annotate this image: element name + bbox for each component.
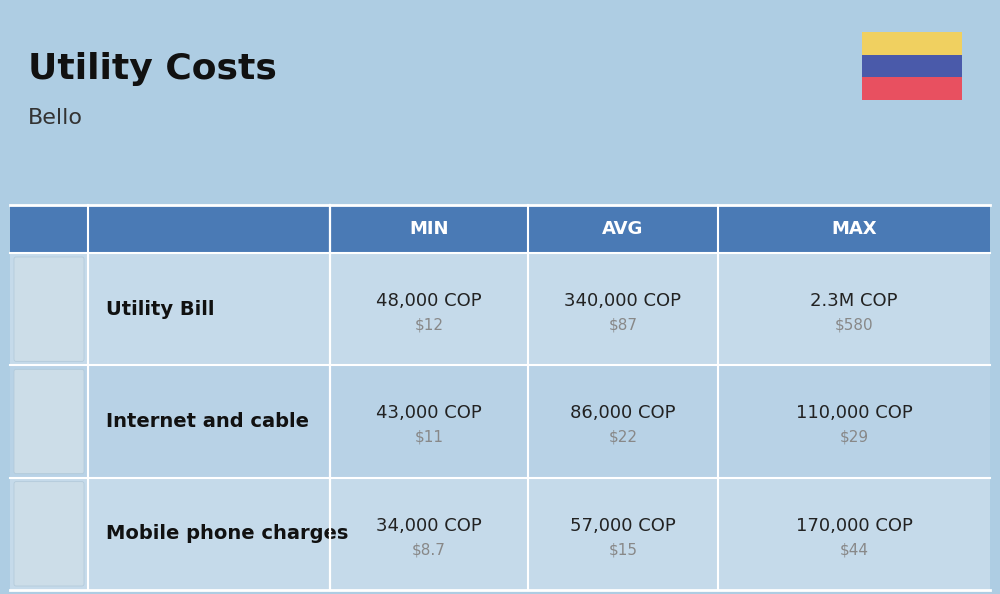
FancyBboxPatch shape	[862, 55, 962, 77]
Text: 57,000 COP: 57,000 COP	[570, 517, 676, 535]
FancyBboxPatch shape	[862, 32, 962, 55]
Text: Bello: Bello	[28, 108, 83, 128]
Text: Mobile phone charges: Mobile phone charges	[106, 525, 348, 544]
FancyBboxPatch shape	[14, 369, 84, 473]
Text: MIN: MIN	[409, 220, 449, 238]
Text: Internet and cable: Internet and cable	[106, 412, 309, 431]
Text: $11: $11	[415, 430, 444, 445]
FancyBboxPatch shape	[10, 478, 990, 590]
Text: 110,000 COP: 110,000 COP	[796, 405, 912, 422]
Text: 48,000 COP: 48,000 COP	[376, 292, 482, 310]
Text: $22: $22	[608, 430, 638, 445]
Text: 170,000 COP: 170,000 COP	[796, 517, 912, 535]
Text: MAX: MAX	[831, 220, 877, 238]
Text: $44: $44	[840, 542, 868, 557]
Text: 43,000 COP: 43,000 COP	[376, 405, 482, 422]
Text: $12: $12	[415, 318, 444, 333]
Text: $580: $580	[835, 318, 873, 333]
Text: $15: $15	[608, 542, 638, 557]
Text: $29: $29	[839, 430, 869, 445]
FancyBboxPatch shape	[10, 365, 990, 478]
Text: $8.7: $8.7	[412, 542, 446, 557]
FancyBboxPatch shape	[14, 257, 84, 361]
Text: Utility Bill: Utility Bill	[106, 299, 214, 318]
Text: 86,000 COP: 86,000 COP	[570, 405, 676, 422]
FancyBboxPatch shape	[10, 205, 990, 253]
Text: 340,000 COP: 340,000 COP	[564, 292, 682, 310]
Text: 2.3M COP: 2.3M COP	[810, 292, 898, 310]
FancyBboxPatch shape	[862, 77, 962, 100]
Text: $87: $87	[608, 318, 638, 333]
FancyBboxPatch shape	[14, 482, 84, 586]
Text: AVG: AVG	[602, 220, 644, 238]
Text: Utility Costs: Utility Costs	[28, 52, 277, 86]
Text: 34,000 COP: 34,000 COP	[376, 517, 482, 535]
FancyBboxPatch shape	[10, 253, 990, 365]
